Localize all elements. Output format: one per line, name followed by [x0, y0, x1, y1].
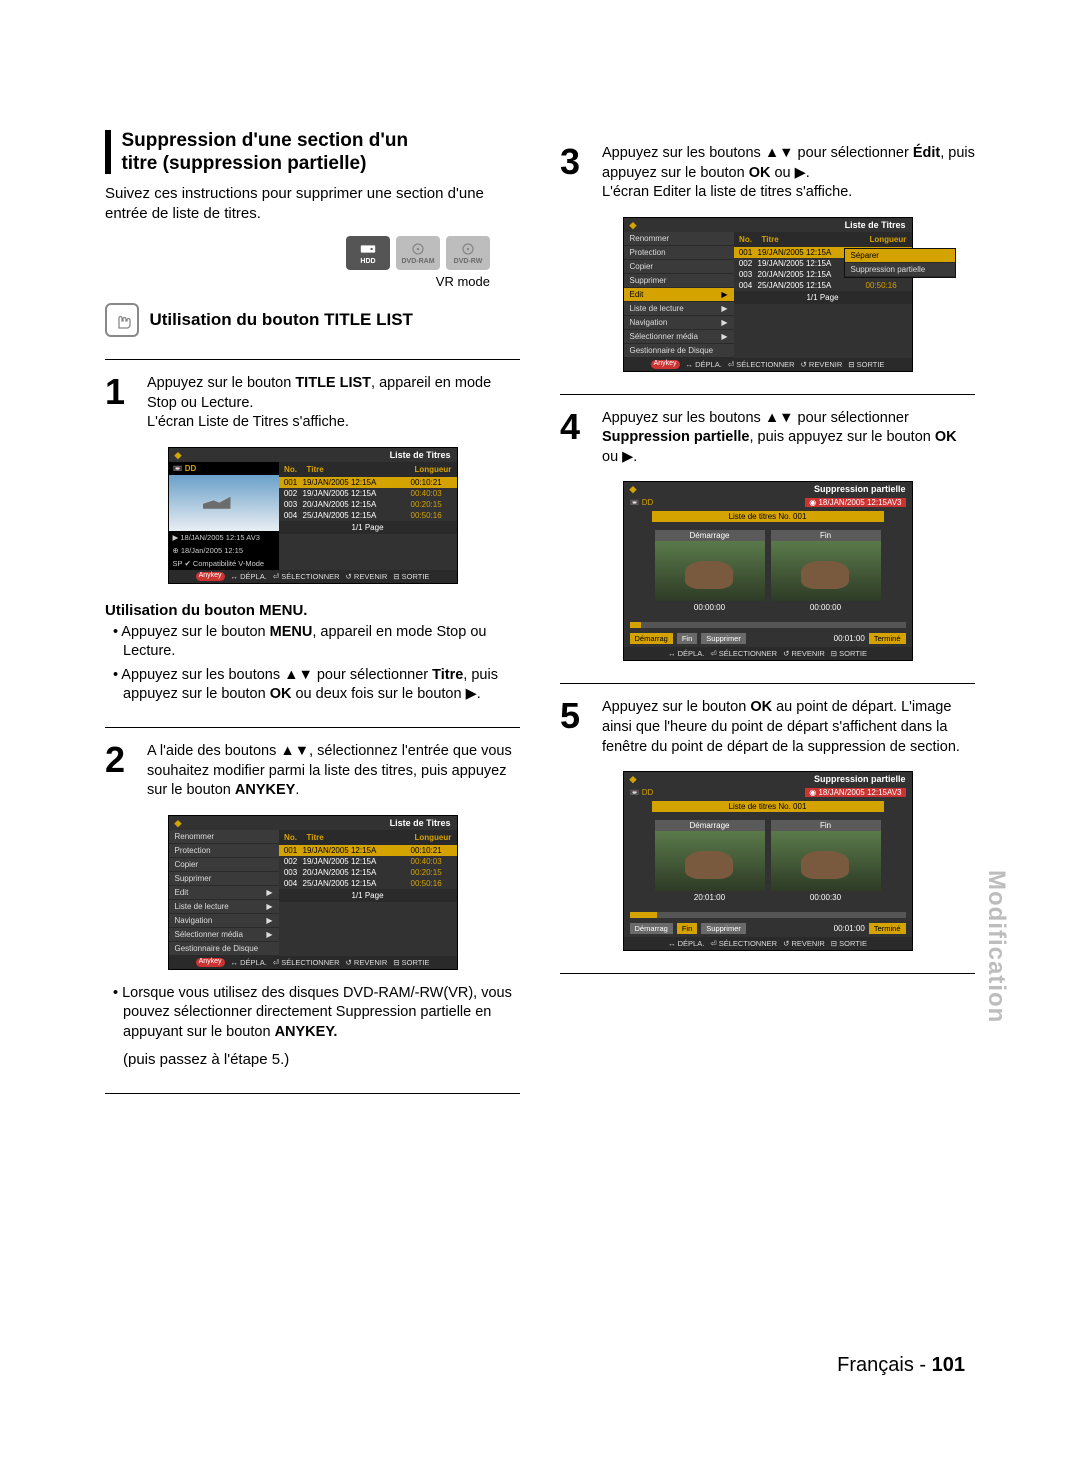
section-title: Suppression d'une section d'un titre (su…: [121, 130, 421, 176]
step-1-number: 1: [105, 374, 139, 433]
step-4-text: Appuyez sur les boutons ▲▼ pour sélectio…: [602, 409, 975, 468]
badge-dvd-ram: DVD-RAM: [396, 236, 440, 270]
hdd-icon: [359, 242, 377, 256]
step-3-text: Appuyez sur les boutons ▲▼ pour sélectio…: [602, 144, 975, 203]
media-badges: HDD DVD-RAM DVD-RW: [105, 236, 490, 270]
step-5-number: 5: [560, 698, 594, 757]
preview-thumb: [169, 475, 279, 531]
page-footer: Français - 101: [837, 1354, 965, 1377]
screen-edit-submenu: ◆Liste de Titres Renommer Protection Cop…: [623, 217, 913, 372]
step-4-number: 4: [560, 409, 594, 468]
disc-icon: [459, 242, 477, 256]
step-2: 2 A l'aide des boutons ▲▼, sélectionnez …: [105, 742, 520, 801]
badge-rw-label: DVD-RW: [454, 258, 483, 265]
badge-hdd-label: HDD: [360, 258, 375, 265]
step-3: 3 Appuyez sur les boutons ▲▼ pour sélect…: [560, 144, 975, 203]
badge-dvd-rw: DVD-RW: [446, 236, 490, 270]
step-4: 4 Appuyez sur les boutons ▲▼ pour sélect…: [560, 409, 975, 468]
step-2-text: A l'aide des boutons ▲▼, sélectionnez l'…: [147, 742, 520, 801]
step-2-number: 2: [105, 742, 139, 801]
note-anykey: • Lorsque vous utilisez des disques DVD-…: [123, 984, 520, 1043]
screen-title-list: ◆Liste de Titres 📼 DD ▶ 18/JAN/2005 12:1…: [168, 447, 458, 584]
divider: [105, 727, 520, 728]
step-1: 1 Appuyez sur le bouton TITLE LIST, appa…: [105, 374, 520, 433]
divider: [105, 359, 520, 360]
section-bar: [105, 130, 111, 174]
step-3-number: 3: [560, 144, 594, 203]
step-5: 5 Appuyez sur le bouton OK au point de d…: [560, 698, 975, 757]
vr-mode-label: VR mode: [105, 274, 490, 289]
divider: [560, 683, 975, 684]
title-list-heading: Utilisation du bouton TITLE LIST: [149, 310, 412, 329]
screen-partial-delete-2: ◆Suppression partielle 📼 DD◉ 18/JAN/2005…: [623, 771, 913, 951]
screen-context-menu: ◆Liste de Titres Renommer Protection Cop…: [168, 815, 458, 970]
menu-bullet-2: • Appuyez sur les boutons ▲▼ pour sélect…: [123, 666, 520, 705]
step-1-text: Appuyez sur le bouton TITLE LIST, appare…: [147, 374, 520, 433]
intro-text: Suivez ces instructions pour supprimer u…: [105, 184, 520, 225]
screen-partial-delete-1: ◆Suppression partielle 📼 DD◉ 18/JAN/2005…: [623, 481, 913, 661]
menu-heading: Utilisation du bouton MENU.: [105, 602, 520, 619]
note-goto5: (puis passez à l'étape 5.): [123, 1050, 520, 1070]
side-tab: Modification: [982, 870, 1010, 1023]
divider: [560, 394, 975, 395]
divider: [105, 1093, 520, 1094]
badge-hdd: HDD: [346, 236, 390, 270]
divider: [560, 973, 975, 974]
menu-bullet-1: • Appuyez sur le bouton MENU, appareil e…: [123, 623, 520, 662]
badge-ram-label: DVD-RAM: [401, 258, 434, 265]
disc-icon: [409, 242, 427, 256]
hand-icon: [105, 303, 139, 337]
step-5-text: Appuyez sur le bouton OK au point de dép…: [602, 698, 975, 757]
